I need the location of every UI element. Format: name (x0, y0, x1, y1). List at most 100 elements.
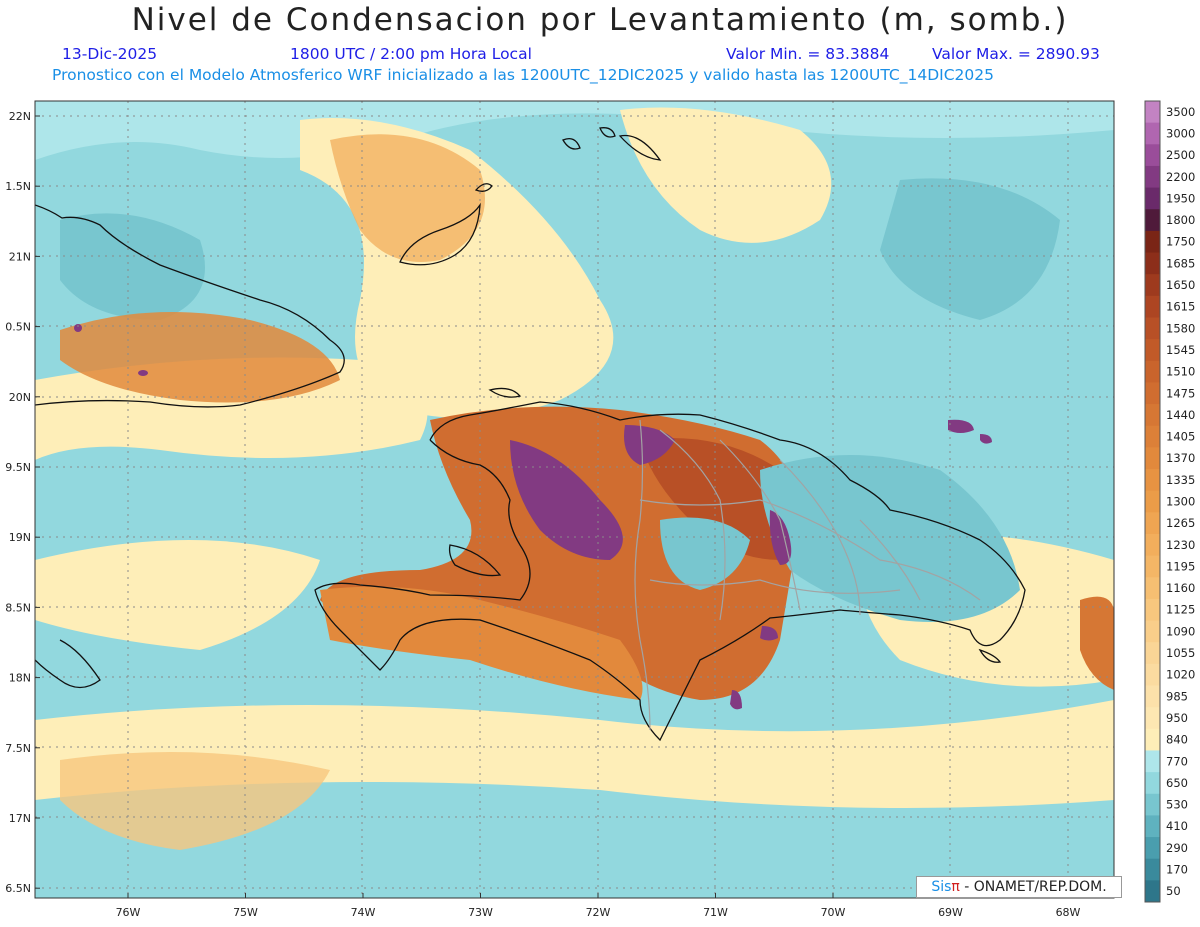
colorbar-swatch (1145, 707, 1160, 730)
colorbar-label: 950 (1166, 711, 1188, 725)
province-borders (634, 419, 981, 731)
colorbar-label: 3000 (1166, 126, 1195, 140)
colorbar-swatch (1145, 620, 1160, 643)
colorbar-label: 1475 (1166, 386, 1195, 400)
lon-label: 72W (586, 906, 611, 919)
colorbar-swatch (1145, 382, 1160, 405)
colorbar-label: 3500 (1166, 105, 1195, 119)
colorbar-swatch (1145, 663, 1160, 687)
coast-tortuga (488, 387, 522, 398)
field-orange-south (60, 752, 330, 850)
coast-caicos-1 (562, 137, 581, 150)
border-haiti-dr (634, 419, 651, 731)
colorbar-swatch (1145, 815, 1160, 838)
colorbar-swatch (1145, 533, 1160, 557)
field-orange-haiti-south (320, 586, 643, 700)
colorbar-label: 1440 (1166, 408, 1195, 422)
colorbar-swatch (1145, 165, 1160, 189)
colorbar-label: 1335 (1166, 473, 1195, 487)
field-purple-spot-ne (948, 419, 974, 433)
forecast-note: Pronostico con el Modelo Atmosferico WRF… (52, 66, 994, 84)
lon-label: 69W (938, 906, 963, 919)
colorbar-label: 2500 (1166, 148, 1195, 162)
colorbar-swatch (1145, 642, 1160, 665)
lon-label: 76W (116, 906, 141, 919)
colorbar-swatch (1145, 598, 1160, 622)
colorbar-label: 1265 (1166, 516, 1195, 530)
colorbar-swatch (1145, 425, 1160, 448)
colorbar-swatch (1145, 101, 1160, 124)
field-purple-core-north (624, 425, 675, 465)
field-orange-north (330, 134, 485, 262)
colorbar-swatch (1145, 144, 1160, 167)
colorbar-label: 770 (1166, 754, 1188, 768)
coast-gonave (448, 544, 502, 577)
colorbar-swatch (1145, 750, 1160, 773)
colorbar-label: 1545 (1166, 343, 1195, 357)
forecast-date: 13-Dic-2025 (62, 45, 158, 63)
colorbar-swatch (1145, 685, 1160, 708)
field-purple-spot-cuba2 (138, 370, 148, 376)
credit-org: - ONAMET/REP.DOM. (959, 879, 1107, 895)
lat-label: 21N (9, 250, 31, 263)
colorbar-label: 1230 (1166, 538, 1195, 552)
colorbar-label: 650 (1166, 776, 1188, 790)
credit-box: Sisπ - ONAMET/REP.DOM. (916, 876, 1122, 898)
lon-label: 68W (1056, 906, 1081, 919)
colorbar-label: 170 (1166, 863, 1188, 877)
colorbar-frame (1144, 100, 1161, 903)
latitude-labels: 22N 1.5N 21N 0.5N 20N 9.5N 19N 8.5N 18N 7.5N 17N 6.… (5, 110, 40, 895)
colorbar-swatch (1145, 469, 1160, 492)
graticule (35, 101, 1114, 898)
colorbar-label: 1650 (1166, 278, 1195, 292)
credit-brand: Sis (931, 879, 952, 895)
map-field (35, 101, 1114, 898)
colorbar-swatch (1145, 490, 1160, 513)
min-value: Valor Min. = 83.3884 (726, 45, 890, 63)
border-province-4 (859, 519, 921, 601)
lon-label: 70W (821, 906, 846, 919)
map-title: Nivel de Condensacion por Levantamiento … (131, 2, 1069, 38)
colorbar-label: 530 (1166, 798, 1188, 812)
colorbar-swatch (1145, 252, 1160, 275)
colorbar-swatch (1145, 772, 1160, 795)
lon-label: 74W (351, 906, 376, 919)
coast-little-inagua (474, 183, 493, 192)
lat-label: 6.5N (5, 882, 31, 895)
colorbar-swatch (1145, 880, 1160, 903)
colorbar-label: 1195 (1166, 559, 1195, 573)
field-purple-spot-ne2 (980, 434, 992, 444)
colorbar-label: 1750 (1166, 235, 1195, 249)
colorbar-label: 1055 (1166, 646, 1195, 660)
border-province-1 (659, 429, 726, 621)
coast-hispaniola (314, 401, 1026, 742)
coast-great-inagua (399, 202, 481, 266)
colorbar-swatch (1145, 274, 1160, 297)
colorbar-label: 50 (1166, 884, 1181, 898)
field-orange-cuba (60, 312, 340, 403)
coast-caicos-2 (599, 127, 616, 138)
field-brown-cordillera (640, 438, 790, 560)
longitude-labels: 76W 75W 74W 73W 72W 71W 70W 69W 68W (116, 893, 1081, 919)
colorbar-label: 1300 (1166, 495, 1195, 509)
colorbar-swatch (1145, 404, 1160, 427)
lat-label: 22N (9, 110, 31, 123)
colorbar-swatch (1145, 512, 1160, 535)
colorbar-label: 985 (1166, 689, 1188, 703)
field-orange-east-edge (1080, 596, 1114, 690)
field-purple-core-west (510, 440, 623, 560)
coast-caicos-3 (618, 134, 662, 161)
border-province-5 (639, 499, 981, 601)
field-purple-spot-south (760, 626, 778, 641)
colorbar-label: 1615 (1166, 300, 1195, 314)
credit-pi-symbol: π (951, 879, 960, 895)
colorbar-swatch (1145, 209, 1160, 232)
colorbar-swatch (1145, 858, 1160, 881)
coast-cuba (35, 204, 345, 408)
colorbar-swatch (1145, 122, 1160, 145)
colorbar-label: 410 (1166, 819, 1188, 833)
field-yellow-ne (620, 107, 832, 243)
field-yellow-sw (35, 540, 320, 650)
colorbar-label: 840 (1166, 733, 1188, 747)
lat-label: 0.5N (5, 321, 31, 334)
